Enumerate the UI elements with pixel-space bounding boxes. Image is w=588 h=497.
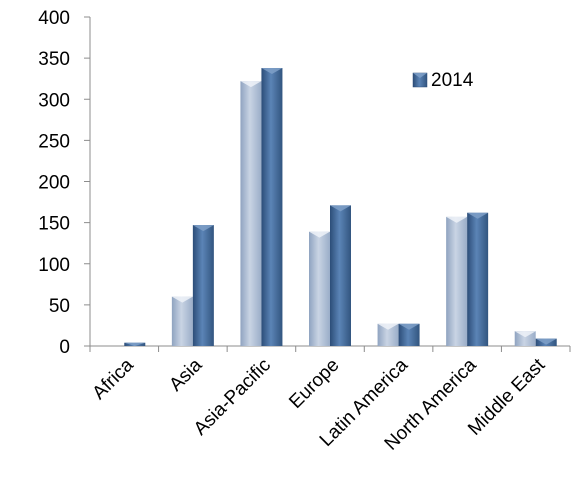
y-tick-label: 300 [38, 90, 70, 111]
bar [309, 231, 330, 346]
legend-label: 2014 [431, 70, 474, 91]
y-tick-label: 350 [38, 49, 70, 70]
bar [240, 81, 262, 346]
x-category-label: Europe [285, 355, 343, 413]
bar-top-bevel [124, 342, 146, 346]
bar [192, 225, 214, 346]
bar [514, 331, 536, 346]
bar-top-bevel [171, 296, 193, 303]
y-tick-label: 100 [38, 255, 70, 276]
bars [124, 67, 557, 347]
y-tick-label: 150 [38, 214, 70, 235]
bar [398, 323, 420, 346]
x-category-label: Africa [89, 354, 138, 403]
y-tick-label: 0 [59, 337, 70, 358]
y-tick-label: 250 [38, 131, 70, 152]
x-category-label: Asia [165, 354, 206, 395]
bar-top-bevel [514, 331, 536, 338]
y-tick-label: 50 [49, 296, 70, 317]
bar [261, 67, 283, 347]
bar-top-bevel [309, 231, 330, 238]
y-tick-label: 400 [38, 8, 70, 29]
bar-top-bevel [377, 323, 399, 330]
bar-top-bevel [535, 338, 557, 345]
bar [330, 205, 351, 346]
bar-top-bevel [192, 225, 214, 232]
bar [171, 296, 193, 346]
bar-top-bevel [330, 205, 351, 212]
bar-top-bevel [446, 216, 468, 223]
bar [446, 216, 468, 346]
bar-top-bevel [398, 323, 420, 330]
bar-top-bevel [261, 67, 283, 74]
y-tick-label: 200 [38, 173, 70, 194]
bar-top-bevel [240, 81, 262, 88]
bar [467, 212, 489, 346]
bar-top-bevel [467, 212, 489, 219]
legend: 2014 [412, 70, 474, 91]
legend-swatch-bevel [413, 73, 427, 78]
axes: 0 50 100 150 200 250 300 350 400 [38, 8, 571, 358]
bar [377, 323, 399, 346]
